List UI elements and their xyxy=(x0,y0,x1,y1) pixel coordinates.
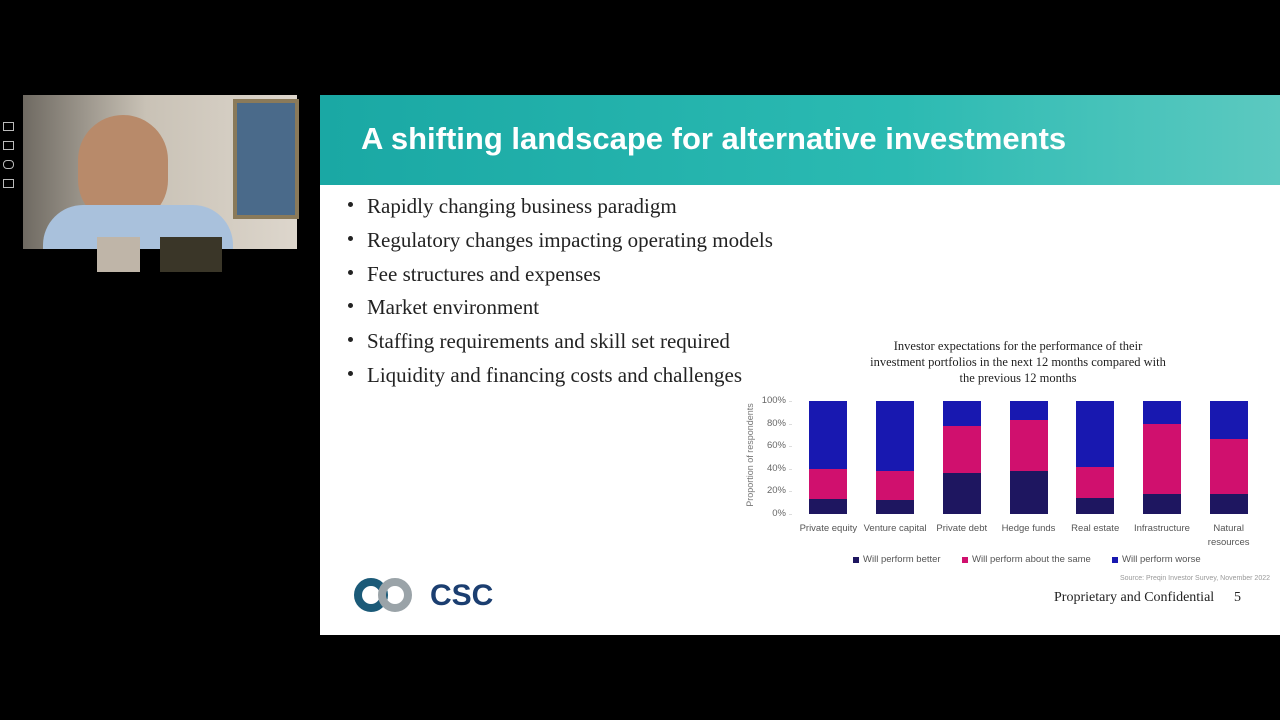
bullet-dot xyxy=(348,235,353,241)
slide-header xyxy=(320,95,1280,185)
bar-segment xyxy=(1142,401,1181,424)
bar-segment xyxy=(1076,466,1115,499)
y-tick-label: 40% xyxy=(766,462,786,474)
x-tick-label: Private equity xyxy=(799,523,858,534)
bar-segment xyxy=(876,401,915,472)
slide-title: A shifting landscape for alternative inv… xyxy=(361,121,1067,156)
slide: A shifting landscape for alternative inv… xyxy=(320,95,1280,635)
bar-segment xyxy=(1142,493,1181,514)
x-tick-label: Private debt xyxy=(936,523,988,534)
icon[interactable] xyxy=(3,179,14,188)
y-tick-label: 80% xyxy=(766,417,786,429)
chart-source: Source: Preqin Investor Survey, November… xyxy=(1119,575,1270,582)
bullet-text: Regulatory changes impacting operating m… xyxy=(367,227,773,252)
video-thumbnail[interactable] xyxy=(160,237,222,272)
bar-segment xyxy=(1076,498,1115,514)
tick-mark xyxy=(789,491,792,493)
bar-segment xyxy=(1209,493,1248,514)
legend-label: Will perform better xyxy=(863,554,941,565)
bar-segment xyxy=(809,499,848,514)
tick-mark xyxy=(789,514,792,515)
bar-segment xyxy=(1009,420,1048,472)
bar-segment xyxy=(942,425,981,474)
bullet-text: Rapidly changing business paradigm xyxy=(367,194,677,218)
y-tick-label: 20% xyxy=(766,485,786,497)
bar-segment xyxy=(1209,401,1248,440)
bar-segment xyxy=(809,468,848,500)
bar-segment xyxy=(876,500,915,514)
bar-segment xyxy=(942,473,981,514)
tick-mark xyxy=(789,446,792,448)
legend-swatch xyxy=(853,557,859,563)
x-tick-label: Hedge funds xyxy=(1001,523,1056,534)
icon[interactable] xyxy=(3,160,14,169)
x-tick-label: Real estate xyxy=(1071,523,1120,534)
tick-mark xyxy=(789,468,792,470)
chart-title: Investor expectations for the performanc… xyxy=(870,339,1166,385)
bar-segment xyxy=(1142,423,1181,494)
legend-swatch xyxy=(962,557,968,563)
bullet-dot xyxy=(348,202,353,207)
legend-label: Will perform worse xyxy=(1122,554,1201,565)
x-tick-label: Venture capital xyxy=(863,523,927,534)
logo-mark xyxy=(354,578,412,612)
footer: Proprietary and Confidential xyxy=(1054,590,1215,605)
bullet-text: Liquidity and financing costs and challe… xyxy=(367,363,742,387)
page-number: 5 xyxy=(1234,590,1241,605)
bar-segment xyxy=(1076,401,1115,467)
bullet-text: Fee structures and expenses xyxy=(367,261,601,286)
bar-segment xyxy=(942,401,981,426)
legend-label: Will perform about the same xyxy=(972,554,1091,565)
toolbar xyxy=(3,122,14,188)
bullet-text: Market environment xyxy=(367,295,540,320)
bullet-dot xyxy=(348,371,353,376)
logo-text: CSC xyxy=(430,579,494,612)
bullet-text: Staffing requirements and skill set requ… xyxy=(367,329,730,354)
tick-mark xyxy=(789,401,792,402)
bullet-dot xyxy=(348,337,353,343)
bar-segment xyxy=(1209,439,1248,494)
y-tick-label: 60% xyxy=(766,440,786,452)
legend-swatch xyxy=(1112,557,1118,563)
bullet-dot xyxy=(348,269,353,275)
bar-segment xyxy=(876,471,915,501)
bar-segment xyxy=(809,401,848,469)
y-tick-label: 100% xyxy=(761,395,786,406)
y-axis-label: Proportion of respondents xyxy=(745,403,755,507)
icon[interactable] xyxy=(3,122,14,131)
icon[interactable] xyxy=(3,141,14,150)
video-feed xyxy=(23,95,299,249)
video-thumbnail[interactable] xyxy=(97,237,140,272)
x-tick-label: Natural resources xyxy=(1207,523,1250,548)
bullet-dot xyxy=(348,303,353,309)
tick-mark xyxy=(789,423,792,425)
bar-segment xyxy=(1009,471,1048,514)
bar-segment xyxy=(1009,401,1048,421)
y-tick-label: 0% xyxy=(772,508,786,519)
wall-painting xyxy=(233,99,299,219)
x-tick-label: Infrastructure xyxy=(1133,523,1190,534)
